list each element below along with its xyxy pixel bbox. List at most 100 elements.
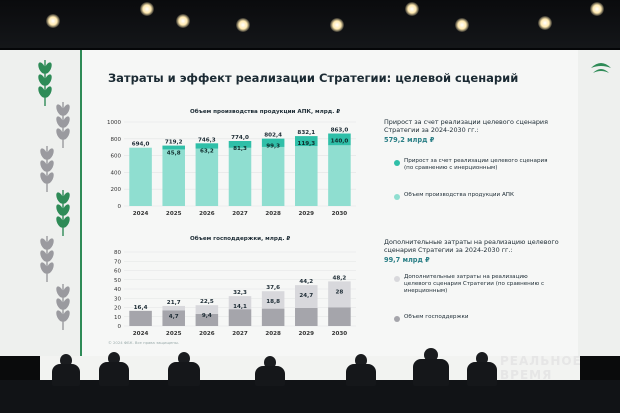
total-label: 802,4 <box>264 133 282 139</box>
y-tick-label: 0 <box>118 324 122 330</box>
total-label: 22,5 <box>200 299 214 305</box>
bar-increment <box>261 138 285 147</box>
increment-label: 24,7 <box>299 293 313 299</box>
bar-base <box>295 146 318 206</box>
increment-label: 63,2 <box>200 148 214 154</box>
support-chart: 0102030405060708016,4202421,74,7202522,5… <box>114 250 356 337</box>
y-tick-label: 70 <box>114 259 121 265</box>
y-tick-label: 50 <box>114 278 121 284</box>
watermark: РЕАЛЬНОЕ ВРЕМЯ <box>500 354 582 382</box>
increment-label: 140,0 <box>331 139 349 145</box>
y-tick-label: 800 <box>111 137 122 143</box>
increment-label: 45,8 <box>167 151 181 157</box>
y-tick-label: 10 <box>114 315 121 321</box>
bar-base <box>328 307 351 326</box>
bar-base <box>295 307 318 326</box>
increment-label: 9,4 <box>202 313 212 319</box>
y-tick-label: 600 <box>111 154 122 160</box>
bar-increment <box>261 291 285 309</box>
y-tick-label: 40 <box>114 287 121 293</box>
total-label: 32,3 <box>233 290 247 296</box>
wheat-icon <box>40 236 54 282</box>
total-label: 694,0 <box>132 142 150 148</box>
y-tick-label: 30 <box>114 296 121 302</box>
legend2-heading: Дополнительные затраты на реализацию цел… <box>384 238 559 254</box>
bar-base <box>129 310 152 326</box>
x-tick-label: 2030 <box>332 331 348 337</box>
increment-label: 4,7 <box>169 314 179 320</box>
x-tick-label: 2025 <box>166 211 182 217</box>
bar-increment <box>228 296 252 310</box>
legend1-swatch-production <box>394 194 400 200</box>
y-tick-label: 60 <box>114 269 121 275</box>
wheat-icon <box>38 60 52 106</box>
legend2-swatch-additional <box>394 276 400 282</box>
total-label: 37,6 <box>266 285 280 291</box>
bar-increment <box>328 133 351 146</box>
wheat-decoration <box>30 50 80 356</box>
legend2-item-support: Объем господдержки <box>404 314 469 320</box>
bar-increment <box>162 145 185 150</box>
total-label: 774,0 <box>231 135 249 141</box>
total-label: 719,2 <box>165 140 183 146</box>
bar-increment <box>195 305 219 314</box>
x-tick-label: 2028 <box>265 331 281 337</box>
x-tick-label: 2024 <box>133 211 149 217</box>
person-silhouette <box>346 364 376 386</box>
bar-increment <box>328 281 351 308</box>
legend2-value: 99,7 млрд ₽ <box>384 256 430 264</box>
stage-table <box>0 380 620 413</box>
x-tick-label: 2025 <box>166 331 182 337</box>
person-silhouette <box>52 364 80 386</box>
wheat-icon <box>56 102 70 148</box>
leaf-logo-icon <box>591 63 611 73</box>
slide-title: Затраты и эффект реализации Стратегии: ц… <box>108 71 519 85</box>
y-tick-label: 1000 <box>107 120 121 126</box>
y-tick-label: 80 <box>114 250 121 256</box>
total-label: 16,4 <box>134 305 148 311</box>
person-silhouette <box>168 362 200 386</box>
legend1-item-increment: Прирост за счет реализации целевого сцен… <box>404 158 548 171</box>
slide-divider <box>80 50 82 356</box>
x-tick-label: 2026 <box>199 211 215 217</box>
legend1-heading: Прирост за счет реализации целевого сцен… <box>384 118 548 134</box>
production-chart: 0 200 400 600 800 1000 694,0 2024 719,2 45,8 2025 7… <box>107 120 356 217</box>
legend1-item-production: Объем производства продукции АПК <box>404 192 514 198</box>
increment-label: 119,3 <box>297 141 315 147</box>
x-tick-label: 2028 <box>265 211 281 217</box>
total-label: 863,0 <box>331 128 349 134</box>
ceiling-light <box>590 2 604 16</box>
person-head <box>108 352 120 365</box>
bar-base <box>195 148 219 206</box>
wheat-icon <box>56 284 70 330</box>
x-tick-label: 2030 <box>332 211 348 217</box>
presentation-screen: Затраты и эффект реализации Стратегии: ц… <box>0 50 620 356</box>
x-tick-label: 2027 <box>232 331 248 337</box>
chart1-title: Объем производства продукции АПК, млрд. … <box>190 109 341 115</box>
person-head <box>60 354 72 367</box>
bar-base <box>129 147 152 206</box>
total-label: 48,2 <box>333 275 347 281</box>
increment-label: 14,1 <box>233 304 247 310</box>
person-head <box>424 348 438 362</box>
y-tick-label: 0 <box>118 204 122 210</box>
watermark-line1: РЕАЛЬНОЕ <box>500 354 582 368</box>
watermark-line2: ВРЕМЯ <box>500 368 553 382</box>
person-head <box>178 352 190 365</box>
increment-label: 28 <box>336 289 344 295</box>
total-label: 832,1 <box>297 130 315 136</box>
slide-footer: © 2024 ФБК. Все права защищены. <box>108 340 180 345</box>
person-head <box>355 354 367 367</box>
ceiling-light <box>455 18 469 32</box>
x-tick-label: 2029 <box>298 211 314 217</box>
ceiling-light <box>236 18 250 32</box>
bar-base <box>195 313 219 326</box>
total-label: 21,7 <box>167 300 181 306</box>
bar-base <box>261 146 285 206</box>
ceiling-light <box>140 2 154 16</box>
ceiling-light <box>46 14 60 28</box>
legend2-swatch-support <box>394 316 400 322</box>
increment-label: 81,3 <box>233 146 247 152</box>
bar-increment <box>195 143 219 149</box>
bar-base <box>162 310 185 326</box>
